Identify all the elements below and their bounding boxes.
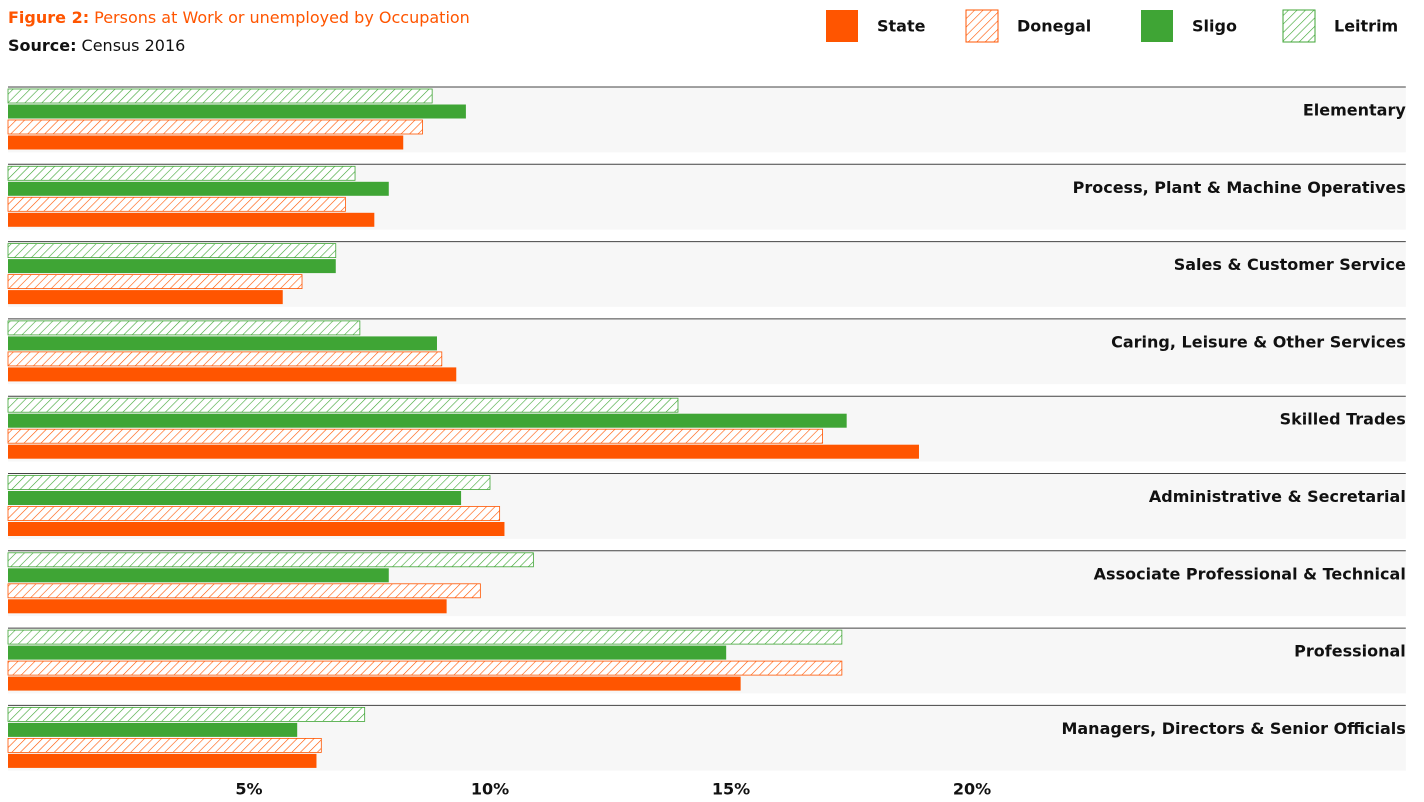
bar <box>8 676 741 691</box>
legend-swatch <box>1282 9 1316 43</box>
bar <box>8 491 462 505</box>
bar <box>8 104 466 119</box>
title-label: Figure 2: <box>8 8 89 27</box>
bar <box>8 336 437 351</box>
bar <box>8 522 505 536</box>
x-tick-label: 15% <box>712 780 750 799</box>
bar <box>7 428 823 444</box>
category-label: Caring, Leisure & Other Services <box>1111 332 1406 351</box>
x-tick-label: 10% <box>471 780 509 799</box>
bar <box>8 181 389 196</box>
bar <box>7 119 423 135</box>
bar <box>7 738 322 753</box>
bar <box>8 722 298 737</box>
bar <box>8 367 457 382</box>
bar <box>7 274 303 290</box>
bar <box>8 645 727 660</box>
bar <box>7 243 337 259</box>
category-label: Skilled Trades <box>1280 410 1406 429</box>
bar <box>8 413 847 428</box>
bar <box>7 88 433 104</box>
category-label: Professional <box>1294 642 1406 661</box>
category-label: Process, Plant & Machine Operatives <box>1073 178 1406 197</box>
legend-label: Donegal <box>1017 17 1091 36</box>
bar <box>8 599 447 614</box>
bar <box>8 568 389 583</box>
bar <box>7 506 501 521</box>
category-label: Administrative & Secretarial <box>1149 487 1406 506</box>
legend-swatch <box>826 10 858 42</box>
bar <box>8 212 375 227</box>
source-label: Source: <box>8 36 77 55</box>
title-text: Persons at Work or unemployed by Occupat… <box>94 8 470 27</box>
bar <box>8 259 336 274</box>
bar <box>7 320 361 336</box>
bar <box>7 660 843 676</box>
bar <box>7 196 346 212</box>
bar <box>8 135 404 150</box>
bar <box>7 165 356 181</box>
legend-swatch <box>1141 10 1173 42</box>
bar <box>7 552 534 568</box>
x-tick-label: 20% <box>953 780 991 799</box>
category-label: Sales & Customer Service <box>1174 255 1406 274</box>
x-tick-label: 5% <box>235 780 262 799</box>
bar <box>8 444 919 459</box>
bar <box>8 290 283 305</box>
legend-label: Sligo <box>1192 17 1237 36</box>
legend-label: Leitrim <box>1334 17 1398 36</box>
bar <box>7 629 843 645</box>
category-label: Associate Professional & Technical <box>1094 564 1406 583</box>
bar <box>7 397 679 413</box>
category-label: Managers, Directors & Senior Officials <box>1061 719 1405 738</box>
bar <box>8 753 317 768</box>
chart-title: Figure 2: Persons at Work or unemployed b… <box>8 8 470 27</box>
bar <box>7 707 366 722</box>
bar <box>7 475 491 490</box>
source: Source: Census 2016 <box>8 36 185 55</box>
legend-label: State <box>877 17 926 36</box>
legend-swatch <box>965 9 999 43</box>
source-text: Census 2016 <box>82 36 186 55</box>
category-label: Elementary <box>1303 101 1407 120</box>
bar <box>7 351 443 367</box>
bar <box>7 583 481 599</box>
